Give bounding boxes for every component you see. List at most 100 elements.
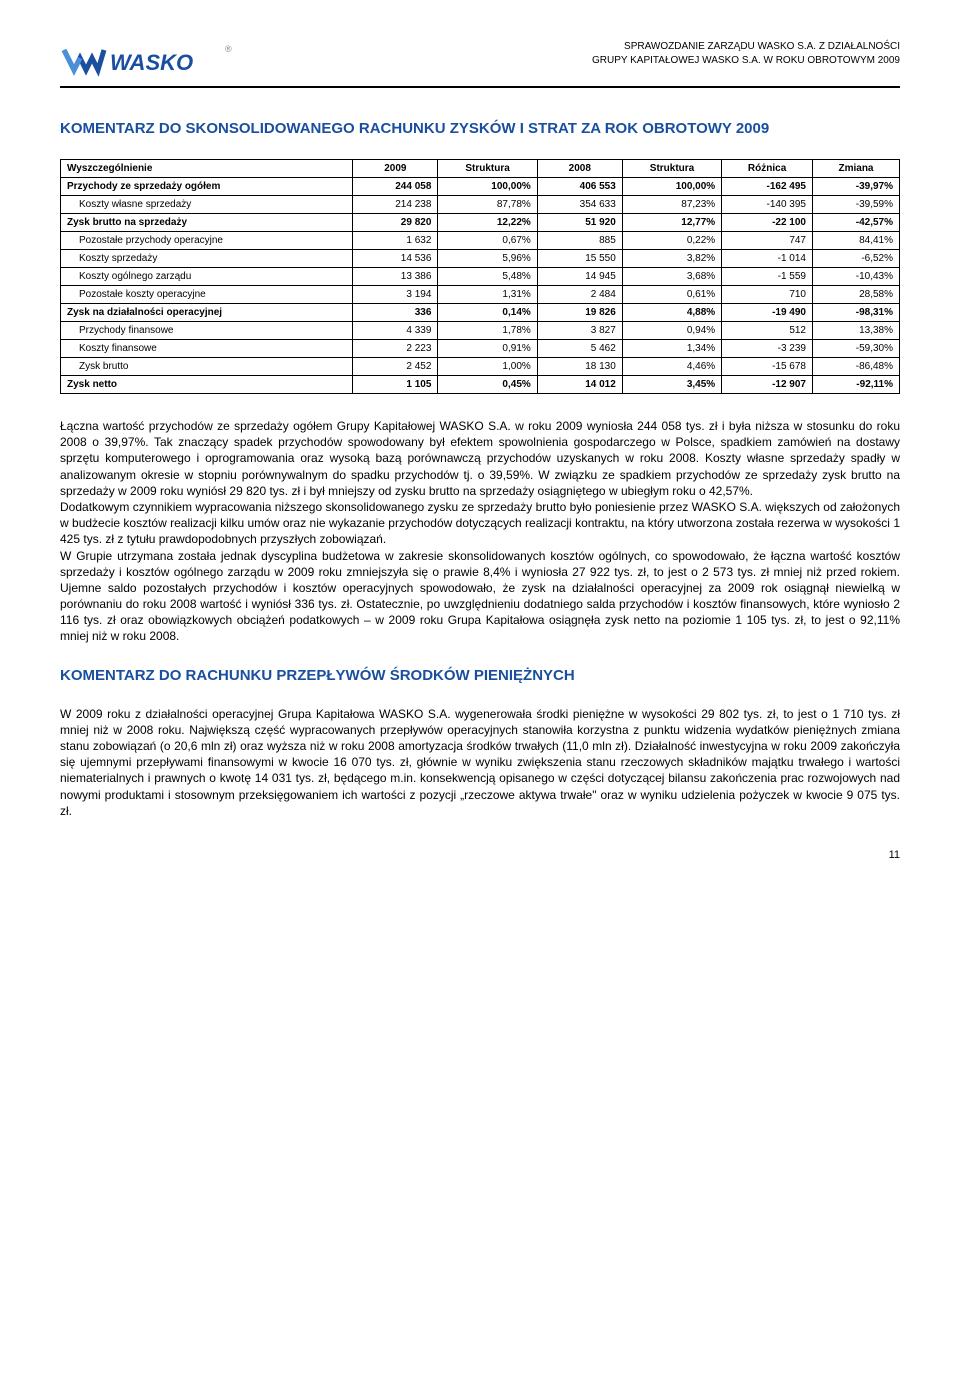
row-value: 0,91% <box>438 340 537 358</box>
row-label: Zysk brutto na sprzedaży <box>61 214 353 232</box>
row-label: Przychody ze sprzedaży ogółem <box>61 178 353 196</box>
row-value: -19 490 <box>722 304 813 322</box>
row-value: -42,57% <box>813 214 900 232</box>
table-row: Koszty własne sprzedaży214 23887,78%354 … <box>61 196 900 214</box>
row-value: 1 105 <box>353 376 438 394</box>
row-value: 15 550 <box>537 250 622 268</box>
table-header-0: Wyszczególnienie <box>61 160 353 178</box>
row-value: 12,22% <box>438 214 537 232</box>
table-row: Pozostałe koszty operacyjne3 1941,31%2 4… <box>61 286 900 304</box>
commentary-paragraph-1: Łączna wartość przychodów ze sprzedaży o… <box>60 418 900 645</box>
row-value: 5 462 <box>537 340 622 358</box>
row-label: Zysk na działalności operacyjnej <box>61 304 353 322</box>
row-value: 1 632 <box>353 232 438 250</box>
row-value: -15 678 <box>722 358 813 376</box>
table-header-1: 2009 <box>353 160 438 178</box>
row-value: -3 239 <box>722 340 813 358</box>
row-label: Zysk brutto <box>61 358 353 376</box>
row-value: 1,34% <box>622 340 721 358</box>
row-value: 12,77% <box>622 214 721 232</box>
row-value: 19 826 <box>537 304 622 322</box>
row-value: 0,67% <box>438 232 537 250</box>
row-value: 14 012 <box>537 376 622 394</box>
row-value: 3,45% <box>622 376 721 394</box>
row-value: 0,61% <box>622 286 721 304</box>
row-value: 0,14% <box>438 304 537 322</box>
row-value: 18 130 <box>537 358 622 376</box>
row-value: 100,00% <box>438 178 537 196</box>
table-row: Pozostałe przychody operacyjne1 6320,67%… <box>61 232 900 250</box>
logo: WASKO ® <box>60 40 240 80</box>
income-statement-table: Wyszczególnienie2009Struktura2008Struktu… <box>60 159 900 394</box>
row-value: 406 553 <box>537 178 622 196</box>
row-value: 87,78% <box>438 196 537 214</box>
table-row: Zysk na działalności operacyjnej3360,14%… <box>61 304 900 322</box>
row-value: -10,43% <box>813 268 900 286</box>
row-value: 14 945 <box>537 268 622 286</box>
paragraph-text: Łączna wartość przychodów ze sprzedaży o… <box>60 418 900 645</box>
table-row: Przychody finansowe4 3391,78%3 8270,94%5… <box>61 322 900 340</box>
row-value: -162 495 <box>722 178 813 196</box>
table-header-3: 2008 <box>537 160 622 178</box>
row-value: 5,48% <box>438 268 537 286</box>
row-value: -1 014 <box>722 250 813 268</box>
row-value: 710 <box>722 286 813 304</box>
row-value: 2 452 <box>353 358 438 376</box>
row-label: Pozostałe przychody operacyjne <box>61 232 353 250</box>
row-label: Koszty własne sprzedaży <box>61 196 353 214</box>
row-value: 13 386 <box>353 268 438 286</box>
commentary-paragraph-2: W 2009 roku z działalności operacyjnej G… <box>60 706 900 819</box>
row-value: 84,41% <box>813 232 900 250</box>
row-label: Koszty sprzedaży <box>61 250 353 268</box>
row-value: 885 <box>537 232 622 250</box>
svg-text:®: ® <box>225 44 232 54</box>
table-row: Zysk brutto na sprzedaży29 82012,22%51 9… <box>61 214 900 232</box>
row-value: 512 <box>722 322 813 340</box>
paragraph-text: W 2009 roku z działalności operacyjnej G… <box>60 706 900 819</box>
section-title-2: KOMENTARZ DO RACHUNKU PRZEPŁYWÓW ŚRODKÓW… <box>60 665 900 686</box>
row-label: Koszty finansowe <box>61 340 353 358</box>
row-value: 28,58% <box>813 286 900 304</box>
row-value: -39,97% <box>813 178 900 196</box>
row-value: 51 920 <box>537 214 622 232</box>
row-value: 1,78% <box>438 322 537 340</box>
row-label: Zysk netto <box>61 376 353 394</box>
row-value: 14 536 <box>353 250 438 268</box>
row-value: 0,22% <box>622 232 721 250</box>
table-row: Koszty ogólnego zarządu13 3865,48%14 945… <box>61 268 900 286</box>
row-value: 5,96% <box>438 250 537 268</box>
row-value: 3 194 <box>353 286 438 304</box>
row-label: Koszty ogólnego zarządu <box>61 268 353 286</box>
table-row: Zysk brutto2 4521,00%18 1304,46%-15 678-… <box>61 358 900 376</box>
row-value: 87,23% <box>622 196 721 214</box>
row-value: 0,94% <box>622 322 721 340</box>
row-label: Przychody finansowe <box>61 322 353 340</box>
row-value: 2 484 <box>537 286 622 304</box>
row-value: 3 827 <box>537 322 622 340</box>
row-value: 2 223 <box>353 340 438 358</box>
table-header-2: Struktura <box>438 160 537 178</box>
row-value: 3,82% <box>622 250 721 268</box>
row-value: 4,46% <box>622 358 721 376</box>
table-row: Zysk netto1 1050,45%14 0123,45%-12 907-9… <box>61 376 900 394</box>
row-value: 336 <box>353 304 438 322</box>
table-row: Przychody ze sprzedaży ogółem244 058100,… <box>61 178 900 196</box>
table-header-5: Różnica <box>722 160 813 178</box>
row-value: 747 <box>722 232 813 250</box>
row-value: 354 633 <box>537 196 622 214</box>
svg-text:WASKO: WASKO <box>110 50 193 75</box>
row-value: 1,31% <box>438 286 537 304</box>
row-value: -12 907 <box>722 376 813 394</box>
row-value: 3,68% <box>622 268 721 286</box>
row-value: 0,45% <box>438 376 537 394</box>
section-title-1: KOMENTARZ DO SKONSOLIDOWANEGO RACHUNKU Z… <box>60 118 900 139</box>
row-value: 29 820 <box>353 214 438 232</box>
row-value: 100,00% <box>622 178 721 196</box>
table-header-6: Zmiana <box>813 160 900 178</box>
row-value: -6,52% <box>813 250 900 268</box>
row-value: -1 559 <box>722 268 813 286</box>
row-value: 4,88% <box>622 304 721 322</box>
row-value: -92,11% <box>813 376 900 394</box>
row-value: -98,31% <box>813 304 900 322</box>
row-value: -140 395 <box>722 196 813 214</box>
